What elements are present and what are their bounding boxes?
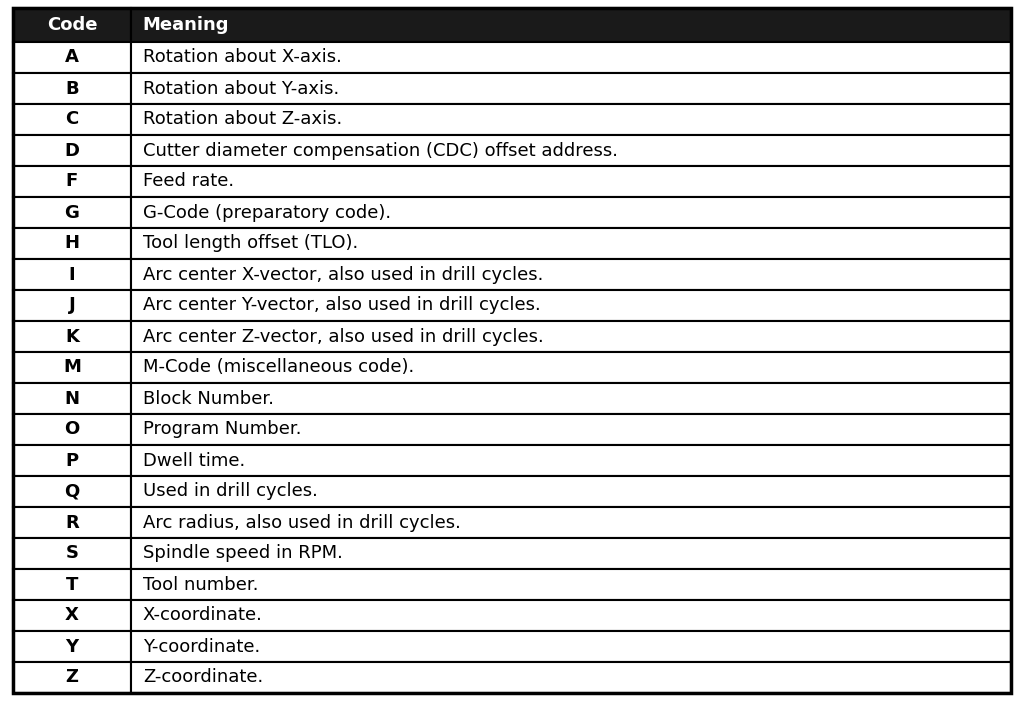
- Bar: [131, 662, 1011, 693]
- Bar: [13, 104, 131, 135]
- Bar: [131, 414, 1011, 445]
- Bar: [131, 383, 1011, 414]
- Text: Arc center Z-vector, also used in drill cycles.: Arc center Z-vector, also used in drill …: [142, 328, 544, 345]
- Text: C: C: [66, 111, 79, 128]
- Bar: [131, 197, 1011, 228]
- Text: G: G: [65, 203, 79, 222]
- Bar: [13, 8, 131, 42]
- Text: X: X: [65, 606, 79, 625]
- Bar: [131, 290, 1011, 321]
- Text: O: O: [65, 421, 80, 438]
- Bar: [13, 383, 131, 414]
- Bar: [13, 42, 131, 73]
- Bar: [13, 135, 131, 166]
- Text: Dwell time.: Dwell time.: [142, 452, 245, 469]
- Text: X-coordinate.: X-coordinate.: [142, 606, 262, 625]
- Bar: [13, 290, 131, 321]
- Text: Q: Q: [65, 482, 80, 501]
- Bar: [131, 259, 1011, 290]
- Text: Meaning: Meaning: [142, 16, 229, 34]
- Bar: [131, 631, 1011, 662]
- Bar: [13, 662, 131, 693]
- Bar: [131, 538, 1011, 569]
- Bar: [13, 569, 131, 600]
- Bar: [13, 166, 131, 197]
- Bar: [13, 259, 131, 290]
- Bar: [13, 476, 131, 507]
- Bar: [131, 321, 1011, 352]
- Text: Arc center X-vector, also used in drill cycles.: Arc center X-vector, also used in drill …: [142, 265, 543, 284]
- Bar: [13, 507, 131, 538]
- Bar: [131, 8, 1011, 42]
- Text: M-Code (miscellaneous code).: M-Code (miscellaneous code).: [142, 359, 414, 376]
- Bar: [131, 166, 1011, 197]
- Text: J: J: [69, 297, 75, 314]
- Text: Spindle speed in RPM.: Spindle speed in RPM.: [142, 544, 343, 563]
- Text: M: M: [62, 359, 81, 376]
- Bar: [131, 352, 1011, 383]
- Text: Tool number.: Tool number.: [142, 575, 258, 594]
- Bar: [131, 476, 1011, 507]
- Bar: [131, 42, 1011, 73]
- Text: Y-coordinate.: Y-coordinate.: [142, 638, 260, 655]
- Text: Rotation about Y-axis.: Rotation about Y-axis.: [142, 80, 339, 97]
- Text: Z-coordinate.: Z-coordinate.: [142, 669, 263, 686]
- Text: Arc radius, also used in drill cycles.: Arc radius, also used in drill cycles.: [142, 513, 461, 532]
- Text: D: D: [65, 141, 80, 160]
- Text: Rotation about X-axis.: Rotation about X-axis.: [142, 49, 342, 66]
- Bar: [13, 414, 131, 445]
- Text: S: S: [66, 544, 79, 563]
- Bar: [13, 631, 131, 662]
- Text: Code: Code: [47, 16, 97, 34]
- Bar: [13, 445, 131, 476]
- Bar: [131, 445, 1011, 476]
- Bar: [13, 538, 131, 569]
- Bar: [131, 104, 1011, 135]
- Text: Z: Z: [66, 669, 78, 686]
- Bar: [13, 352, 131, 383]
- Text: R: R: [65, 513, 79, 532]
- Bar: [131, 228, 1011, 259]
- Bar: [13, 321, 131, 352]
- Text: Rotation about Z-axis.: Rotation about Z-axis.: [142, 111, 342, 128]
- Bar: [13, 73, 131, 104]
- Text: Feed rate.: Feed rate.: [142, 172, 233, 191]
- Text: B: B: [66, 80, 79, 97]
- Text: Cutter diameter compensation (CDC) offset address.: Cutter diameter compensation (CDC) offse…: [142, 141, 617, 160]
- Bar: [131, 135, 1011, 166]
- Text: Program Number.: Program Number.: [142, 421, 301, 438]
- Bar: [13, 197, 131, 228]
- Bar: [13, 600, 131, 631]
- Text: Arc center Y-vector, also used in drill cycles.: Arc center Y-vector, also used in drill …: [142, 297, 541, 314]
- Bar: [131, 600, 1011, 631]
- Text: Used in drill cycles.: Used in drill cycles.: [142, 482, 317, 501]
- Text: F: F: [66, 172, 78, 191]
- Text: I: I: [69, 265, 75, 284]
- Bar: [131, 569, 1011, 600]
- Text: H: H: [65, 234, 80, 253]
- Text: Y: Y: [66, 638, 79, 655]
- Bar: [131, 507, 1011, 538]
- Bar: [131, 73, 1011, 104]
- Text: Block Number.: Block Number.: [142, 390, 273, 407]
- Text: G-Code (preparatory code).: G-Code (preparatory code).: [142, 203, 391, 222]
- Text: N: N: [65, 390, 80, 407]
- Text: P: P: [66, 452, 79, 469]
- Text: T: T: [66, 575, 78, 594]
- Text: Tool length offset (TLO).: Tool length offset (TLO).: [142, 234, 358, 253]
- Bar: [13, 228, 131, 259]
- Text: K: K: [65, 328, 79, 345]
- Text: A: A: [65, 49, 79, 66]
